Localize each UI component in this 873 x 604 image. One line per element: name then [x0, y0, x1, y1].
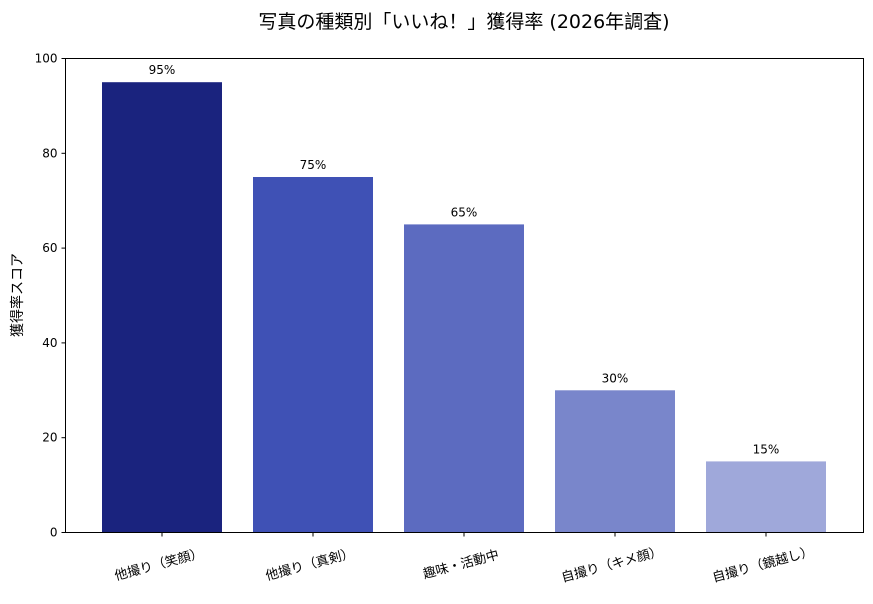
x-tick-label: 自撮り（キメ顔） — [560, 543, 665, 585]
y-tick-label: 20 — [42, 431, 57, 445]
plot-frame — [65, 58, 864, 533]
bar — [253, 177, 373, 533]
data-label: 15% — [753, 442, 780, 456]
y-axis-label: 獲得率スコア — [9, 253, 26, 337]
x-tick-label: 他撮り（真剣） — [264, 545, 356, 584]
data-label: 75% — [300, 158, 327, 172]
chart-title: 写真の種類別「いいね！」獲得率 (2026年調査) — [258, 11, 669, 33]
data-label: 95% — [149, 63, 176, 77]
bar — [102, 82, 222, 533]
x-tick-label: 自撮り（鏡越し） — [711, 543, 816, 585]
y-tick-label: 40 — [42, 336, 57, 350]
bar — [404, 224, 524, 533]
y-tick-label: 0 — [50, 526, 58, 540]
data-label: 30% — [602, 371, 629, 385]
bar — [706, 461, 826, 533]
bar — [555, 390, 675, 533]
y-tick-label: 60 — [42, 241, 57, 255]
y-tick-label: 100 — [35, 52, 58, 66]
x-tick-label: 趣味・活動中 — [421, 548, 500, 583]
x-tick-label: 他撮り（笑顔） — [113, 545, 205, 584]
data-label: 65% — [451, 205, 478, 219]
y-tick-label: 80 — [42, 146, 57, 160]
